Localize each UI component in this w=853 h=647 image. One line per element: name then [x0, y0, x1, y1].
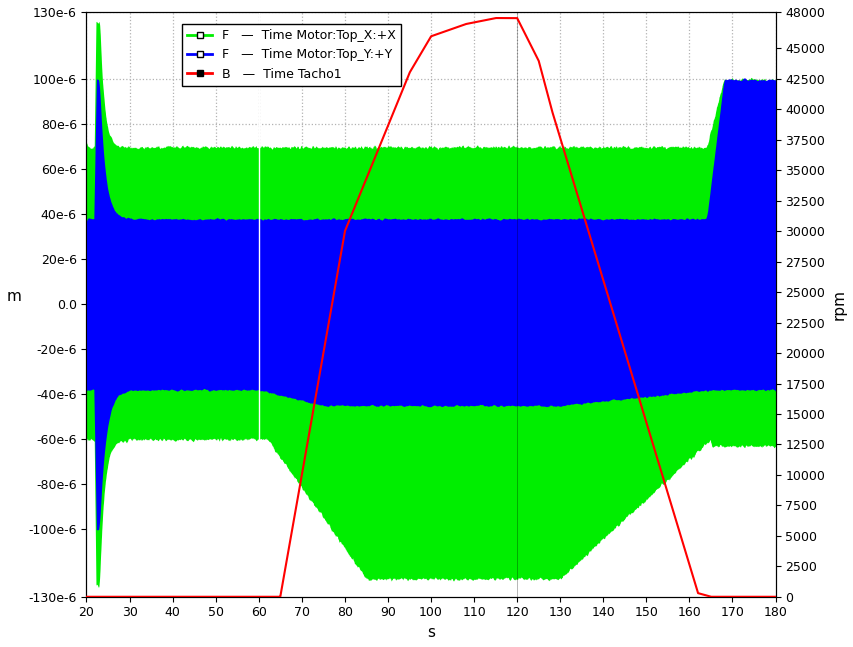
Y-axis label: rpm: rpm: [831, 289, 846, 320]
Legend: F   —  Time Motor:Top_X:+X, F   —  Time Motor:Top_Y:+Y, B   —  Time Tacho1: F — Time Motor:Top_X:+X, F — Time Motor:…: [182, 24, 401, 85]
X-axis label: s: s: [426, 625, 434, 640]
Y-axis label: m: m: [7, 289, 22, 304]
